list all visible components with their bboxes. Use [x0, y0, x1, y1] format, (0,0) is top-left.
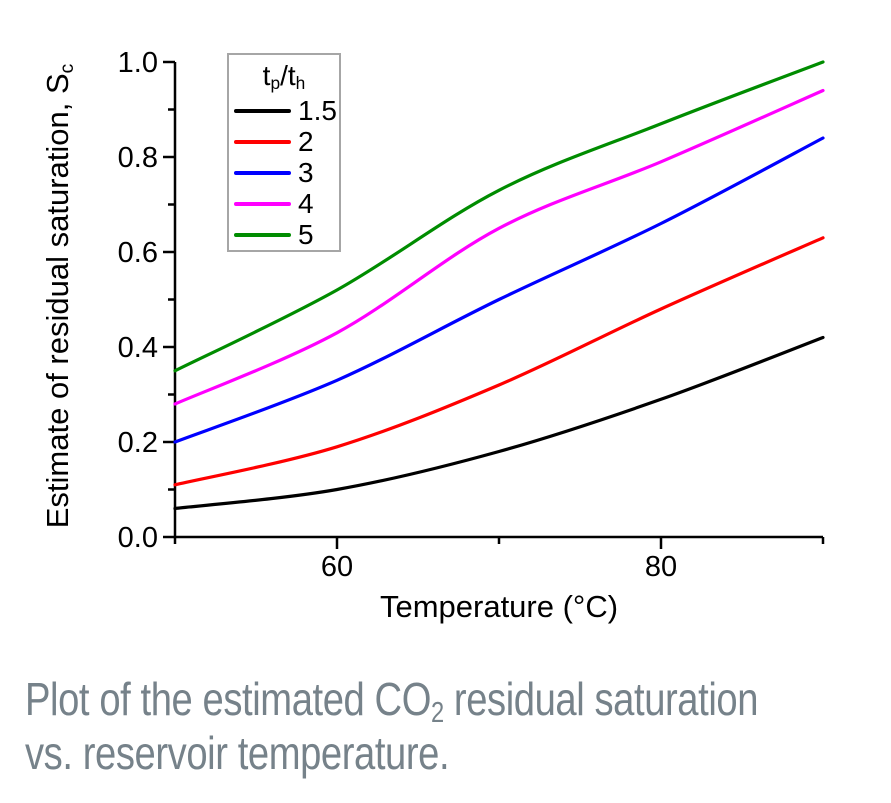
figure: 0.0 0.2 0.4 0.6 0.8 1.0 60 80 Estimate of resid…	[40, 47, 825, 625]
curve-series-4	[173, 88, 825, 406]
legend-line-sample	[234, 201, 291, 206]
legend-item-label: 4	[298, 187, 314, 219]
y-tick-label: 0.4	[118, 332, 158, 364]
legend-items: 1.5 2 3 4 5	[229, 95, 339, 250]
legend-title-base2: /t	[280, 60, 296, 91]
legend-item-1-5: 1.5	[229, 95, 339, 126]
y-tick-label: 0.6	[118, 237, 158, 269]
x-tick-label: 80	[645, 551, 677, 583]
caption-line-1-text: Plot of the estimated CO	[25, 673, 431, 725]
legend-item-3: 3	[229, 157, 339, 188]
legend-line-sample	[234, 232, 291, 237]
legend-title-base1: t	[262, 60, 271, 91]
curve-series-1-5	[173, 335, 825, 511]
y-tick-label: 0.0	[118, 522, 158, 554]
plot-area: 0.0 0.2 0.4 0.6 0.8 1.0 60 80	[118, 47, 825, 583]
legend-line-sample	[234, 108, 291, 113]
legend-line-sample	[234, 139, 291, 144]
legend-item-2: 2	[229, 126, 339, 157]
legend-title-sub1: p	[270, 73, 281, 94]
x-tick-label: 60	[321, 551, 353, 583]
curve-series-2	[173, 236, 825, 487]
legend-item-label: 3	[298, 156, 314, 188]
caption-line-1-text-post: residual saturation	[443, 673, 759, 725]
y-axis-title-text: Estimate of residual saturation, S	[40, 73, 75, 529]
co2-subscript: 2	[430, 697, 444, 730]
x-axis-title: Temperature (°C)	[380, 589, 618, 625]
figure-caption: Plot of the estimated CO2 residual satur…	[25, 676, 758, 777]
y-axis-title: Estimate of residual saturation, Sc	[40, 63, 78, 529]
curve-series-3	[173, 136, 825, 444]
legend-item-label: 1.5	[298, 94, 337, 126]
legend-item-label: 5	[298, 218, 314, 250]
legend-item-5: 5	[229, 219, 339, 250]
legend-box: tp/th 1.5 2 3 4 5	[227, 53, 341, 252]
x-axis-title-text: Temperature (°C)	[379, 589, 619, 624]
y-tick-label: 0.2	[118, 427, 158, 459]
legend-title-sub2: h	[295, 73, 306, 94]
legend-item-label: 2	[298, 125, 314, 157]
y-axis-title-subscript: c	[56, 63, 78, 74]
legend-title: tp/th	[229, 60, 339, 95]
caption-line-2: vs. reservoir temperature.	[25, 727, 450, 779]
curve-series-5	[173, 60, 825, 373]
legend-line-sample	[234, 170, 291, 175]
y-tick-label: 1.0	[118, 47, 158, 79]
legend-item-4: 4	[229, 188, 339, 219]
y-tick-label: 0.8	[118, 142, 158, 174]
caption-line-1: Plot of the estimated CO2 residual satur…	[25, 676, 758, 730]
